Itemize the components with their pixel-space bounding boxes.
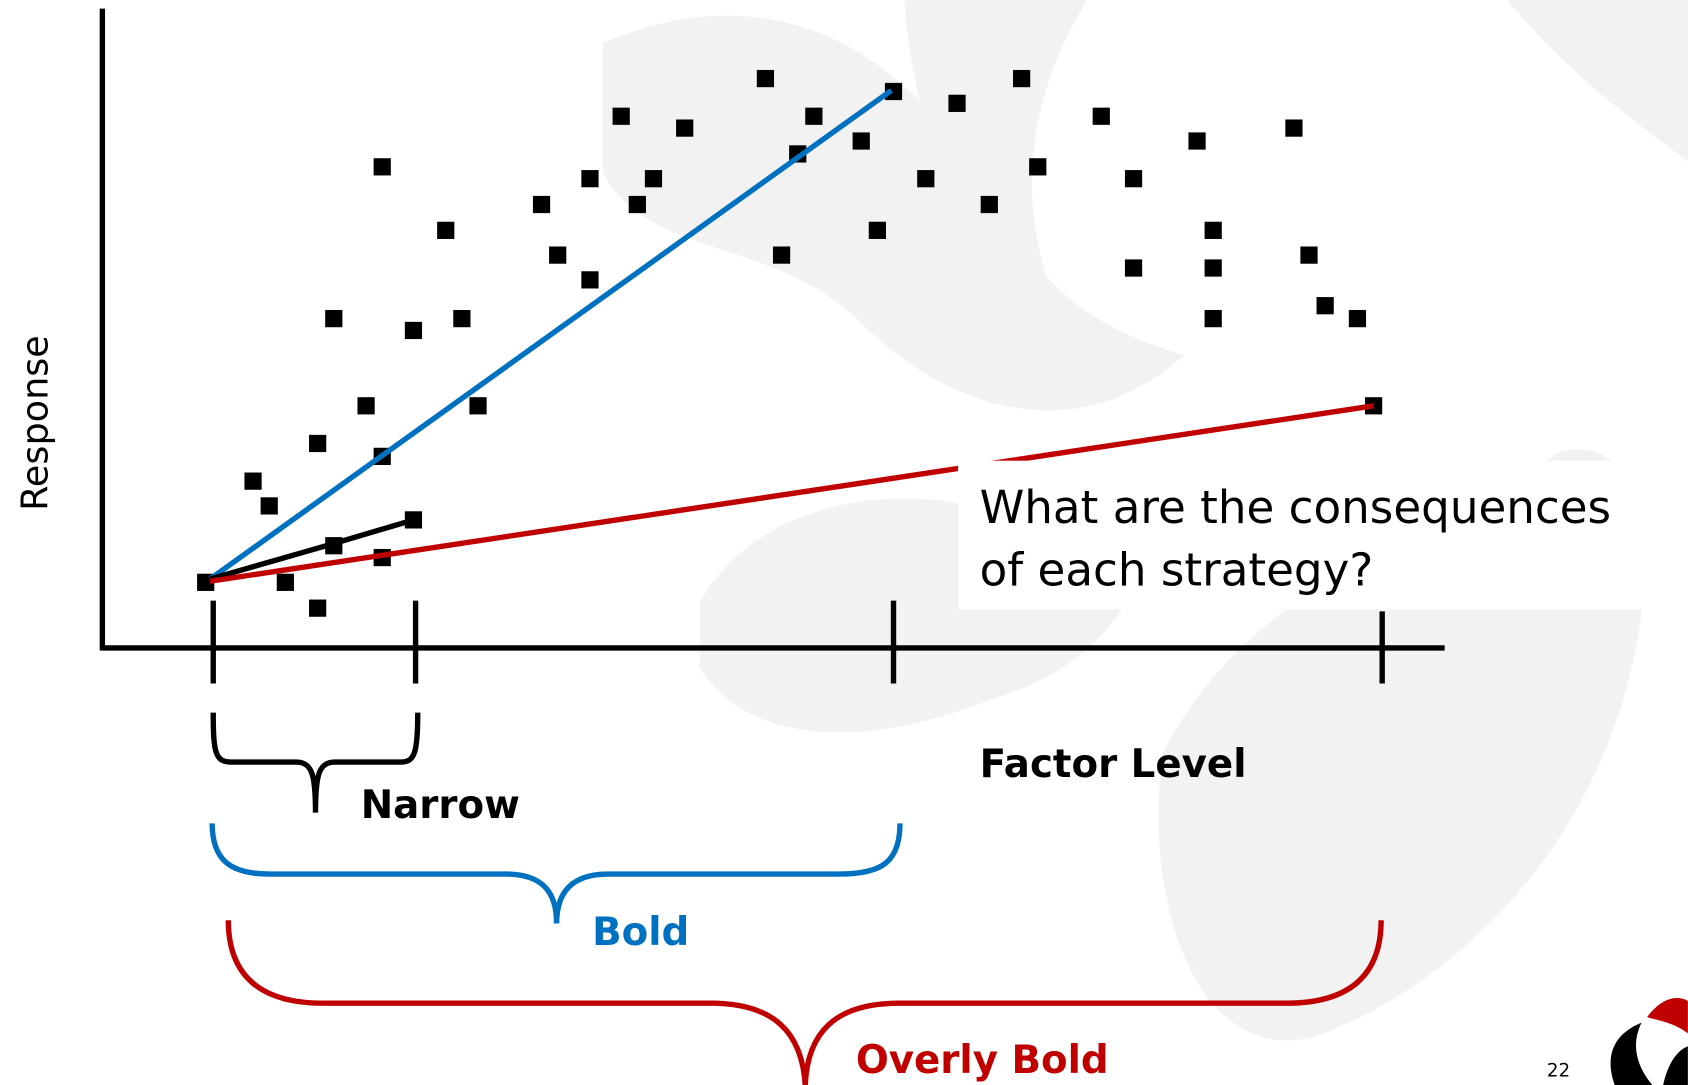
point [581, 170, 599, 188]
point [260, 497, 278, 515]
point [549, 246, 567, 264]
question-line: of each strategy? [980, 544, 1374, 597]
point [1204, 310, 1222, 328]
point [309, 434, 327, 453]
point [948, 94, 966, 112]
bold-line [208, 88, 893, 582]
narrow-brace [210, 712, 421, 813]
point [676, 119, 694, 137]
overly-bold-line [209, 403, 1374, 584]
narrow-line [209, 517, 415, 582]
overly-bold-brace [225, 920, 1384, 1085]
point [612, 107, 630, 125]
point [1124, 259, 1143, 277]
point [1285, 119, 1303, 137]
point [868, 221, 886, 239]
point [244, 472, 262, 490]
point [404, 321, 423, 340]
point [644, 170, 663, 188]
point [373, 158, 391, 176]
point [1029, 158, 1047, 176]
point [852, 132, 870, 150]
logo [1610, 998, 1688, 1085]
point [469, 397, 487, 415]
point [1300, 246, 1318, 264]
point [772, 246, 791, 264]
point [884, 82, 903, 101]
point [1092, 107, 1110, 125]
point [1204, 259, 1222, 277]
point [1348, 310, 1367, 328]
point [1012, 69, 1031, 88]
point [453, 310, 471, 328]
point [532, 195, 551, 214]
point [1124, 170, 1143, 188]
point [1316, 297, 1334, 315]
point [1204, 221, 1222, 239]
brace-label: Overly Bold [856, 1038, 1109, 1083]
x-axis-label: Factor Level [980, 742, 1247, 787]
bold-brace [209, 823, 903, 924]
point [437, 221, 455, 239]
y-axis-label: Response [13, 335, 56, 511]
question-line: What are the consequences [980, 481, 1611, 534]
point [980, 195, 998, 214]
point [325, 310, 343, 328]
point [357, 397, 375, 415]
point [309, 599, 327, 617]
brace-label: Narrow [361, 783, 520, 828]
question-box [958, 460, 1688, 610]
point [628, 195, 646, 214]
point [917, 170, 935, 188]
brace-label: Bold [592, 910, 689, 955]
point [276, 573, 294, 591]
point [805, 107, 823, 125]
point [581, 271, 599, 289]
axes [99, 8, 1445, 684]
point [756, 69, 775, 88]
point [1188, 132, 1206, 150]
page-number: 22 [1547, 1060, 1570, 1081]
